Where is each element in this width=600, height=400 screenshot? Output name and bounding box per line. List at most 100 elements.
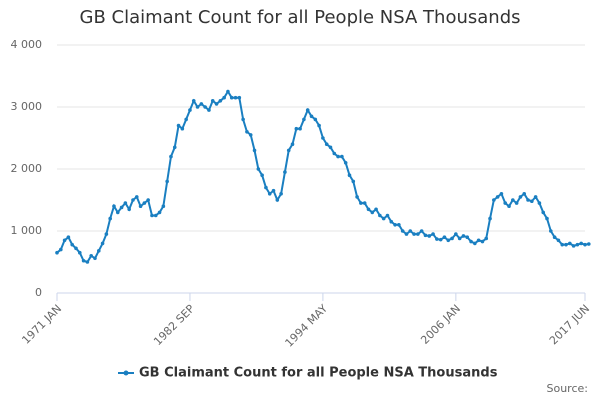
data-point bbox=[77, 250, 82, 255]
data-point bbox=[454, 232, 458, 236]
data-point bbox=[176, 123, 181, 128]
data-point bbox=[385, 213, 390, 218]
data-point bbox=[112, 204, 116, 208]
data-point bbox=[347, 173, 352, 177]
data-point bbox=[96, 249, 101, 253]
data-point bbox=[537, 201, 542, 205]
y-tick-label: 4 000 bbox=[11, 38, 43, 51]
data-point bbox=[431, 232, 435, 236]
data-point bbox=[100, 241, 105, 246]
data-point bbox=[488, 216, 492, 221]
data-point bbox=[131, 198, 135, 202]
data-point bbox=[283, 170, 287, 174]
data-point bbox=[351, 179, 356, 184]
data-point bbox=[530, 199, 534, 204]
data-point bbox=[355, 195, 359, 199]
data-point bbox=[298, 126, 302, 131]
data-point bbox=[549, 229, 553, 233]
data-point bbox=[586, 242, 591, 246]
data-point bbox=[286, 148, 291, 153]
x-tick-label: 2017 JUN bbox=[547, 302, 592, 347]
data-point bbox=[552, 235, 557, 239]
data-point bbox=[419, 229, 424, 233]
data-point bbox=[564, 242, 568, 247]
data-point bbox=[400, 229, 405, 233]
x-tick-label: 1994 MAY bbox=[283, 302, 331, 350]
data-point bbox=[397, 223, 401, 227]
data-point bbox=[522, 192, 527, 196]
data-point bbox=[146, 198, 150, 202]
data-point bbox=[222, 95, 226, 100]
data-point bbox=[271, 188, 276, 193]
data-point bbox=[571, 244, 576, 248]
data-point bbox=[560, 242, 565, 247]
data-point bbox=[359, 201, 363, 205]
data-point bbox=[404, 232, 409, 236]
data-point bbox=[195, 105, 200, 109]
data-point bbox=[579, 241, 584, 246]
data-point bbox=[381, 216, 386, 221]
data-point bbox=[362, 201, 367, 205]
data-point bbox=[495, 195, 500, 199]
data-point bbox=[450, 236, 454, 241]
data-point bbox=[442, 235, 447, 239]
data-point bbox=[119, 205, 124, 210]
data-point bbox=[507, 204, 511, 208]
data-point bbox=[180, 126, 185, 131]
data-point bbox=[438, 237, 443, 242]
data-point bbox=[275, 198, 280, 202]
data-point bbox=[290, 142, 295, 146]
data-point bbox=[70, 242, 74, 247]
data-point bbox=[203, 105, 207, 109]
data-point bbox=[214, 102, 219, 106]
data-point bbox=[480, 239, 485, 244]
data-point bbox=[499, 192, 504, 196]
legend-marker bbox=[123, 370, 129, 376]
data-point bbox=[210, 99, 215, 103]
data-point bbox=[142, 201, 147, 205]
data-point bbox=[191, 99, 196, 103]
data-point bbox=[473, 241, 477, 246]
data-point bbox=[153, 213, 158, 218]
data-point bbox=[541, 210, 546, 215]
data-point bbox=[108, 216, 112, 221]
data-point bbox=[378, 213, 382, 218]
data-point bbox=[248, 133, 253, 137]
data-point bbox=[518, 195, 523, 199]
data-point bbox=[305, 108, 310, 112]
data-point bbox=[62, 238, 67, 243]
data-point bbox=[423, 233, 428, 238]
data-point bbox=[279, 192, 283, 196]
data-point bbox=[199, 102, 204, 106]
data-point bbox=[302, 117, 306, 122]
data-point bbox=[503, 201, 508, 205]
data-point bbox=[393, 223, 397, 227]
data-point bbox=[317, 123, 321, 128]
legend-label: GB Claimant Count for all People NSA Tho… bbox=[139, 366, 498, 381]
data-point bbox=[218, 99, 223, 103]
data-point bbox=[252, 148, 257, 153]
data-point bbox=[241, 117, 245, 122]
data-point bbox=[435, 237, 439, 241]
data-point bbox=[427, 234, 432, 238]
data-point bbox=[412, 232, 416, 236]
data-point bbox=[545, 216, 549, 221]
data-point bbox=[74, 246, 78, 251]
data-point bbox=[313, 117, 318, 122]
data-point bbox=[370, 210, 375, 215]
data-point bbox=[484, 236, 489, 241]
data-point bbox=[492, 198, 496, 202]
data-point bbox=[66, 235, 71, 239]
data-point bbox=[568, 241, 572, 246]
series-line bbox=[56, 89, 589, 264]
x-tick-label: 1971 JAN bbox=[19, 302, 64, 347]
data-point bbox=[150, 213, 154, 218]
data-point bbox=[233, 95, 238, 100]
data-point bbox=[169, 154, 173, 159]
data-point bbox=[58, 247, 63, 252]
data-point bbox=[104, 232, 109, 236]
data-point bbox=[127, 207, 131, 212]
data-point bbox=[260, 173, 264, 177]
legend-item: GB Claimant Count for all People NSA Tho… bbox=[118, 366, 498, 381]
data-point bbox=[343, 161, 348, 165]
